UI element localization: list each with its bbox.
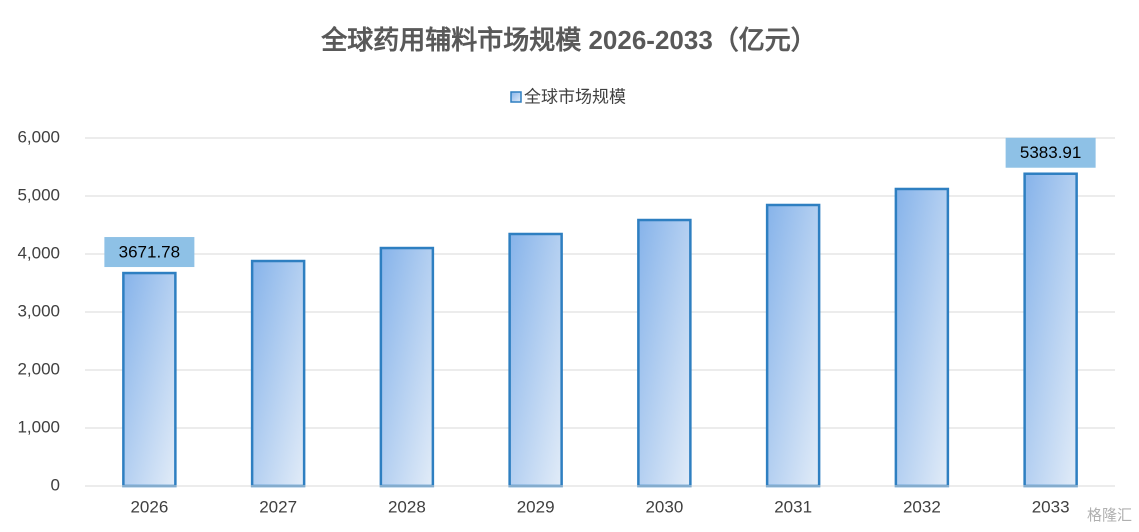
x-tick-label: 2027 [259, 497, 297, 516]
value-label: 5383.91 [1020, 143, 1081, 162]
x-tick-label: 2033 [1032, 497, 1070, 516]
bar [122, 271, 177, 488]
y-tick-label: 0 [51, 475, 60, 494]
bar [379, 246, 435, 488]
bar [637, 218, 692, 488]
x-tick-label: 2031 [774, 497, 812, 516]
x-tick-label: 2029 [517, 497, 555, 516]
y-tick-label: 4,000 [17, 243, 60, 262]
x-tick-label: 2030 [645, 497, 683, 516]
y-tick-label: 6,000 [17, 127, 60, 146]
value-label: 3671.78 [119, 243, 180, 262]
value-label-box [1005, 137, 1096, 168]
x-tick-label: 2032 [903, 497, 941, 516]
y-tick-label: 1,000 [17, 417, 60, 436]
value-label-box [104, 237, 195, 268]
y-tick-label: 3,000 [17, 301, 60, 320]
legend-swatch [510, 91, 522, 103]
bar [508, 232, 563, 488]
chart-title: 全球药用辅料市场规模 2026-2033（亿元） [320, 25, 817, 55]
legend-label: 全球市场规模 [524, 87, 626, 106]
x-tick-label: 2026 [130, 497, 168, 516]
y-tick-label: 5,000 [17, 185, 60, 204]
bar [1023, 172, 1078, 488]
bar [894, 187, 950, 488]
x-tick-label: 2028 [388, 497, 426, 516]
watermark: 格隆汇 [1087, 507, 1132, 524]
bar [765, 203, 821, 488]
y-tick-label: 2,000 [17, 359, 60, 378]
bar [250, 259, 306, 488]
